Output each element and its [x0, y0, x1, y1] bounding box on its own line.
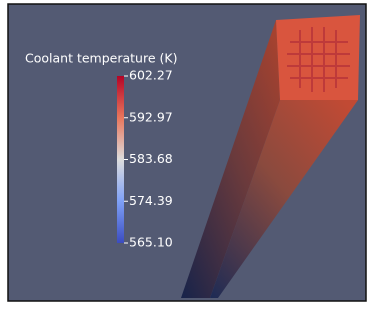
page: Coolant temperature (K) 602.27 592.97 583.…	[0, 0, 374, 313]
render-view: Coolant temperature (K) 602.27 592.97 583.…	[0, 0, 374, 313]
column-top	[276, 15, 360, 100]
tick-label: 565.10	[129, 235, 173, 250]
tick-label: 602.27	[129, 68, 173, 83]
tick-label: 583.68	[129, 151, 173, 166]
colorbar-title: Coolant temperature (K)	[25, 51, 177, 66]
tick-label: 574.39	[129, 193, 173, 208]
colorbar	[117, 76, 124, 243]
tick-label: 592.97	[129, 109, 173, 124]
